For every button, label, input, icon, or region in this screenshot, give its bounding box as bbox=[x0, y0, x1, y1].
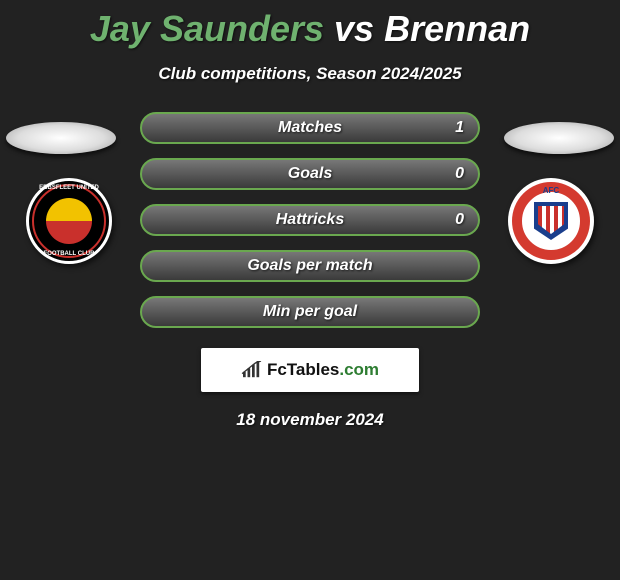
brand-name: FcTables bbox=[267, 360, 339, 379]
brand-box[interactable]: FcTables.com bbox=[201, 348, 419, 392]
vs-text: vs bbox=[334, 8, 374, 49]
stat-label: Hattricks bbox=[276, 211, 344, 229]
team-badge-right: AFC bbox=[508, 178, 594, 264]
stat-row: Matches 1 bbox=[140, 112, 480, 144]
badge-right-label: AFC bbox=[508, 186, 594, 195]
stat-label: Goals bbox=[288, 165, 332, 183]
player1-avatar-placeholder bbox=[6, 122, 116, 154]
stat-row: Goals 0 bbox=[140, 158, 480, 190]
stat-value-right: 1 bbox=[455, 119, 464, 137]
stat-row: Goals per match bbox=[140, 250, 480, 282]
badge-left-text-bottom: FOOTBALL CLUB bbox=[26, 251, 112, 257]
stat-value-right: 0 bbox=[455, 211, 464, 229]
player2-name: Brennan bbox=[384, 8, 530, 49]
stat-label: Matches bbox=[278, 119, 342, 137]
brand-domain: .com bbox=[339, 360, 379, 379]
subtitle: Club competitions, Season 2024/2025 bbox=[0, 64, 620, 84]
stat-row: Hattricks 0 bbox=[140, 204, 480, 236]
stat-label: Min per goal bbox=[263, 303, 357, 321]
bar-chart-icon bbox=[241, 361, 263, 379]
player2-avatar-placeholder bbox=[504, 122, 614, 154]
team-badge-left: EBBSFLEET UNITED FOOTBALL CLUB bbox=[26, 178, 112, 264]
date-text: 18 november 2024 bbox=[0, 410, 620, 430]
stat-row: Min per goal bbox=[140, 296, 480, 328]
stats-list: Matches 1 Goals 0 Hattricks 0 Goals per match M… bbox=[140, 112, 480, 328]
page-title: Jay Saunders vs Brennan bbox=[0, 0, 620, 50]
player1-name: Jay Saunders bbox=[90, 8, 324, 49]
badge-left-text-top: EBBSFLEET UNITED bbox=[26, 185, 112, 191]
brand-text: FcTables.com bbox=[267, 360, 379, 380]
stat-label: Goals per match bbox=[247, 257, 372, 275]
stat-value-right: 0 bbox=[455, 165, 464, 183]
